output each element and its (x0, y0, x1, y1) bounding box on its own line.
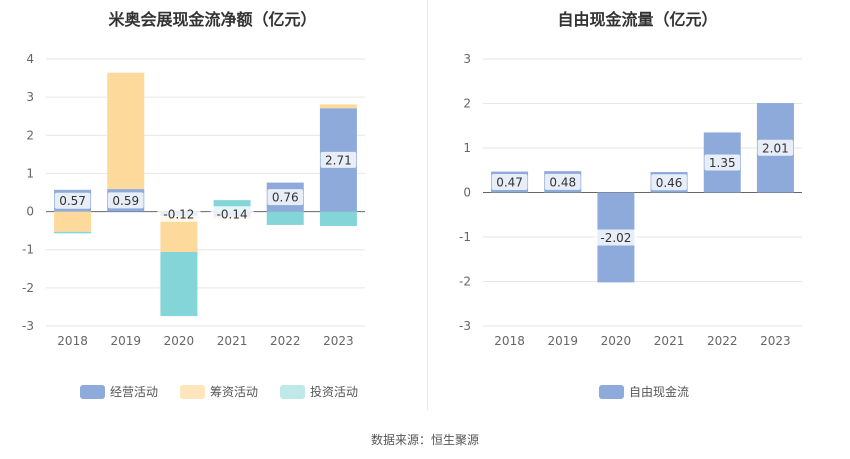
data-source: 数据来源：恒生聚源 (370, 433, 479, 447)
data-label-bg (651, 174, 687, 191)
legend-swatch-free-cash-flow (599, 384, 624, 399)
y-tick-label: -3 (459, 319, 471, 333)
legend-label-operating: 经营活动 (110, 385, 159, 399)
y-tick-label: 0 (463, 186, 471, 200)
data-label-2019: 0.59 (112, 194, 139, 208)
legend-label-free-cash-flow: 自由现金流 (629, 385, 690, 399)
bar-financing-2020 (160, 216, 198, 253)
y-tick-label: 3 (26, 90, 34, 104)
data-label-2021: 0.46 (656, 176, 683, 190)
data-label-bg (544, 173, 581, 190)
bar-financing-2023 (319, 104, 357, 109)
bar-investing-2021 (213, 200, 251, 212)
legend-item-investing[interactable]: 投资活动 (280, 383, 358, 400)
y-tick-label: -2 (22, 281, 34, 295)
right-legend: 自由现金流 (599, 383, 711, 400)
cash-flow-net-chart: -3 -2 -1 0 1 2 3 4 2018 2019 2020 2021 2022 2023 0.57 0… (22, 52, 365, 348)
y-tick-label: 1 (463, 141, 471, 155)
left-chart-title: 米奥会展现金流净额（亿元） (108, 10, 317, 29)
x-tick-label: 2020 (164, 334, 195, 348)
chart-divider (427, 0, 428, 410)
bar-investing-2023 (319, 211, 357, 227)
y-tick-label: 2 (26, 128, 34, 142)
bar-investing-2022 (266, 211, 304, 225)
left-legend: 经营活动 筹资活动 投资活动 (80, 383, 380, 400)
data-label-2019: 0.48 (549, 175, 576, 189)
y-tick-label: 0 (26, 205, 34, 219)
data-label-2022: 1.35 (709, 156, 736, 170)
bar-financing-2019 (107, 72, 145, 190)
x-tick-label: 2018 (494, 334, 525, 348)
x-tick-label: 2022 (270, 334, 301, 348)
y-tick-label: 4 (26, 52, 34, 66)
bar-financing-2018 (54, 211, 92, 232)
bar-investing-2020 (160, 252, 198, 317)
data-label-2018: 0.47 (496, 176, 523, 190)
data-label-bg (157, 205, 201, 222)
x-tick-label: 2019 (110, 334, 141, 348)
bar-investing-2018 (54, 231, 92, 234)
data-label-bg (210, 206, 254, 223)
legend-item-financing[interactable]: 筹资活动 (180, 383, 258, 400)
y-tick-label: -1 (459, 230, 471, 244)
data-label-2022: 0.76 (272, 191, 299, 205)
y-tick-label: -3 (22, 319, 34, 333)
x-tick-label: 2018 (57, 334, 88, 348)
data-label-bg (107, 192, 144, 209)
legend-swatch-investing (280, 384, 306, 399)
x-tick-label: 2023 (760, 334, 791, 348)
x-tick-label: 2021 (654, 334, 685, 348)
data-label-2020: -0.12 (163, 207, 194, 221)
legend-swatch-financing (180, 384, 206, 399)
data-label-bg (267, 189, 304, 206)
x-tick-label: 2019 (547, 334, 578, 348)
x-tick-label: 2023 (323, 334, 354, 348)
y-tick-label: 2 (463, 97, 471, 111)
legend-item-operating[interactable]: 经营活动 (80, 383, 158, 400)
y-tick-label: 1 (26, 166, 34, 180)
x-tick-label: 2020 (601, 334, 632, 348)
x-tick-label: 2021 (217, 334, 248, 348)
legend-swatch-operating (80, 384, 105, 399)
data-label-2023: 2.01 (762, 141, 789, 155)
y-tick-label: 3 (463, 52, 471, 66)
data-label-2021: -0.14 (217, 208, 248, 222)
data-label-bg (594, 229, 638, 246)
y-tick-label: -2 (459, 275, 471, 289)
data-label-2018: 0.57 (59, 194, 86, 208)
data-label-bg (320, 151, 357, 168)
data-label-bg (757, 139, 794, 156)
legend-label-financing: 筹资活动 (210, 385, 259, 399)
data-label-2023: 2.71 (325, 153, 352, 167)
legend-label-investing: 投资活动 (310, 385, 359, 399)
legend-item-free-cash-flow[interactable]: 自由现金流 (599, 383, 689, 400)
x-tick-label: 2022 (707, 334, 738, 348)
data-label-bg (491, 174, 528, 191)
data-label-bg (704, 154, 741, 171)
y-tick-label: -1 (22, 243, 34, 257)
right-chart-title: 自由现金流量（亿元） (557, 10, 718, 29)
data-label-bg (54, 192, 91, 209)
data-label-2020: -2.02 (600, 231, 631, 245)
free-cash-flow-chart: -3 -2 -1 0 1 2 3 2018 2019 2020 2021 2022 2023 0.47 0.… (459, 52, 802, 348)
